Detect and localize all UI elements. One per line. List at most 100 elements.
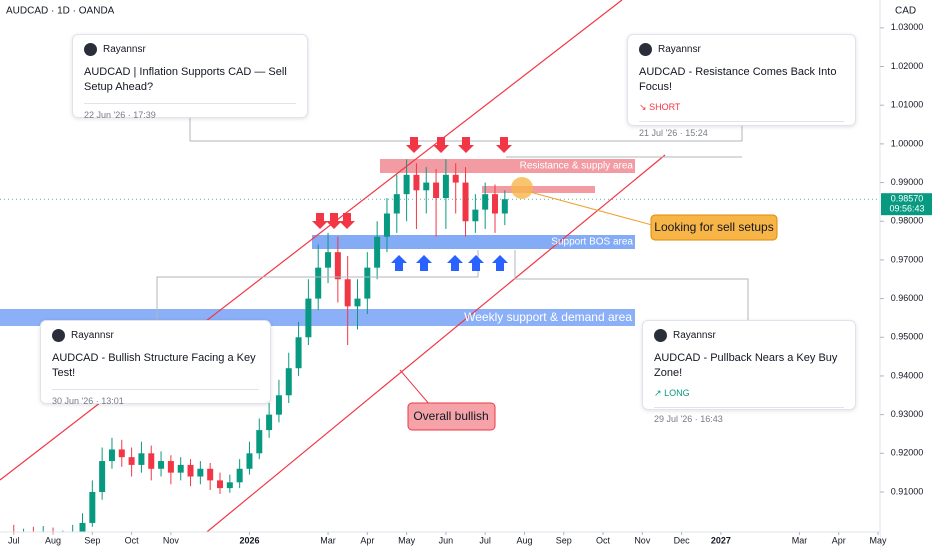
y-tick-label: 0.96000 [891, 293, 924, 303]
idea-card[interactable]: Rayannsr AUDCAD - Bullish Structure Faci… [40, 320, 271, 406]
x-tick-label: Jun [439, 535, 454, 545]
idea-title: AUDCAD - Resistance Comes Back Into Focu… [639, 66, 837, 93]
author: Rayannsr [71, 330, 114, 341]
candle-body [266, 414, 273, 431]
zone-label: Support BOS area [551, 237, 633, 248]
zone-label: Weekly support & demand area [464, 310, 632, 324]
y-tick-label: 1.03000 [891, 22, 924, 32]
x-tick-label: 2026 [239, 535, 259, 545]
candle-body [89, 491, 96, 523]
idea-title: AUDCAD | Inflation Supports CAD — Sell S… [84, 66, 287, 93]
candle-body [403, 174, 410, 195]
candle-body [393, 194, 400, 214]
callout-box [407, 402, 496, 431]
x-tick-label: May [398, 535, 416, 545]
plot [0, 159, 880, 532]
last-price-box [881, 193, 932, 216]
x-tick-label: Apr [832, 535, 846, 545]
candle-body [413, 174, 420, 191]
highlight-circle [511, 177, 533, 199]
y-tick-label: 0.95000 [891, 332, 924, 342]
up-arrows [391, 255, 508, 271]
candle-body [462, 182, 469, 222]
zones [0, 159, 635, 326]
y-tick-label: 1.00000 [891, 138, 924, 148]
idea-date: 30 Jun '26 · 13:01 [52, 389, 259, 406]
y-tick-label: 0.92000 [891, 448, 924, 458]
candle-body [148, 453, 155, 469]
candle-body [108, 449, 115, 462]
y-tick-label: 0.97000 [891, 254, 924, 264]
x-tick-label: Dec [674, 535, 691, 545]
x-tick-label: Aug [45, 535, 61, 545]
candle-body [354, 298, 361, 307]
idea-date: 21 Jul '26 · 15:24 [639, 121, 844, 138]
candle-body [334, 252, 341, 280]
callout-box [650, 214, 778, 241]
x-tick-label: Oct [125, 535, 140, 545]
x-tick-label: Oct [596, 535, 611, 545]
y-tick-label: 0.91000 [891, 486, 924, 496]
candle-body [344, 279, 351, 307]
candle-body [79, 522, 86, 532]
candle-body [256, 430, 263, 454]
candle-body [99, 461, 106, 492]
candle-body [207, 468, 214, 481]
y-tick-label: 0.93000 [891, 409, 924, 419]
candle-body [325, 252, 332, 268]
idea-title: AUDCAD - Bullish Structure Facing a Key … [52, 352, 256, 379]
time-axis [0, 532, 880, 550]
author: Rayannsr [658, 44, 701, 55]
candle-body [246, 453, 253, 469]
x-tick-label: 2027 [711, 535, 731, 545]
author: Rayannsr [673, 330, 716, 341]
candle-body [452, 174, 459, 183]
candle-body [217, 480, 223, 489]
idea-tag: SHORT [649, 102, 681, 112]
candle-body [472, 209, 479, 222]
candle-body [138, 453, 145, 465]
candle-body [275, 395, 282, 415]
candle-body [158, 461, 165, 469]
candle-body [295, 337, 302, 369]
candle-body [364, 267, 371, 299]
candle-body [226, 482, 233, 489]
candle-body [285, 368, 292, 396]
axis-unit: CAD [895, 6, 916, 17]
idea-card[interactable]: Rayannsr AUDCAD - Resistance Comes Back … [627, 34, 856, 138]
callout-text: Looking for sell setups [654, 220, 773, 234]
price-axis [880, 0, 932, 550]
x-tick-label: Jul [8, 535, 20, 545]
idea-date: 29 Jul '26 · 16:43 [654, 407, 844, 424]
down-arrows [312, 137, 512, 229]
callout-text: Overall bullish [413, 409, 488, 423]
chart-title: AUDCAD · 1D · OANDA [6, 6, 115, 17]
x-tick-label: Mar [792, 535, 808, 545]
x-tick-label: Nov [163, 535, 180, 545]
idea-card[interactable]: Rayannsr AUDCAD | Inflation Supports CAD… [72, 34, 308, 120]
candle-body [433, 182, 440, 199]
candle-body [482, 194, 489, 210]
candle-body [492, 194, 498, 214]
callout-pointer [529, 191, 653, 226]
callout-pointer [399, 369, 431, 406]
last-price-label: 0.98570 [891, 194, 924, 204]
author: Rayannsr [103, 44, 146, 55]
y-tick-label: 1.02000 [891, 61, 924, 71]
idea-date: 22 Jun '26 · 17:39 [84, 103, 296, 120]
x-tick-label: Nov [634, 535, 651, 545]
y-tick-label: 0.98000 [891, 216, 924, 226]
candle-body [501, 199, 508, 214]
x-tick-label: Sep [84, 535, 100, 545]
candle-body [383, 213, 390, 237]
x-tick-label: Apr [360, 535, 374, 545]
candle-body [423, 182, 430, 191]
y-tick-label: 0.94000 [891, 370, 924, 380]
x-tick-label: Mar [320, 535, 336, 545]
channel-lower [184, 154, 666, 550]
idea-card[interactable]: Rayannsr AUDCAD - Pullback Nears a Key B… [642, 320, 856, 424]
y-tick-label: 0.99000 [891, 177, 924, 187]
connector [514, 250, 749, 320]
x-tick-label: Sep [556, 535, 572, 545]
